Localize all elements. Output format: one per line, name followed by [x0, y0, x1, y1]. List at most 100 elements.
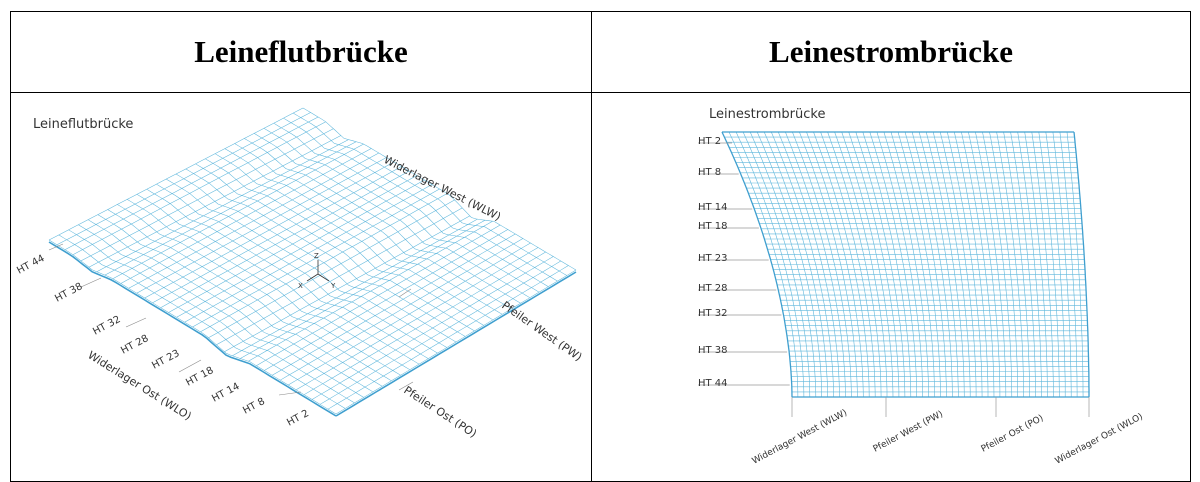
mesh-line: [792, 131, 852, 398]
mesh-line: [975, 131, 1007, 397]
mesh-line: [200, 193, 448, 333]
mesh-line: [904, 131, 947, 397]
mesh-line: [918, 131, 959, 397]
mesh-line: [897, 131, 941, 398]
mesh-line: [335, 269, 577, 415]
mesh-line: [961, 131, 995, 398]
mesh-line: [855, 131, 906, 398]
mesh-line: [248, 220, 493, 362]
mesh-line: [1059, 131, 1078, 397]
mesh-line: [303, 251, 546, 395]
mesh-line: [176, 179, 425, 318]
mesh-line: [1066, 131, 1084, 398]
ht-label: HT 38: [698, 345, 728, 356]
mesh-line: [160, 170, 410, 308]
mesh-line: [982, 131, 1013, 398]
header-divider: [11, 92, 1190, 93]
label-pfeiler-west: Pfeiler West (PW): [499, 299, 584, 364]
mesh-line: [192, 188, 440, 328]
mesh-line: [240, 219, 486, 359]
mesh-line: [128, 152, 379, 289]
bottom-ticks: [791, 397, 1090, 417]
mesh-line: [112, 143, 364, 279]
mesh-line: [120, 148, 372, 284]
mesh-line: [1052, 131, 1072, 397]
mesh-line: [56, 112, 311, 246]
column-divider: [591, 12, 592, 481]
mesh-line: [756, 131, 822, 398]
mesh-line: [954, 131, 989, 397]
mesh-line: [311, 256, 554, 400]
left-surface-mesh: [48, 107, 577, 417]
mesh-line: [335, 271, 577, 417]
mesh-line: [272, 233, 516, 376]
mesh-line: [1003, 131, 1030, 397]
mesh-line: [1038, 131, 1060, 397]
mesh-line: [64, 116, 319, 250]
mesh-line: [264, 229, 508, 371]
mesh-line: [48, 107, 304, 241]
mesh-line: [778, 131, 840, 398]
ht-label: HT 8: [241, 396, 267, 417]
ht-label: HT 32: [91, 314, 122, 338]
mesh-line: [295, 247, 539, 391]
mesh-line: [911, 131, 953, 398]
mesh-line: [939, 131, 977, 397]
mesh-line: [890, 131, 935, 398]
mesh-line: [996, 131, 1024, 398]
mesh-line: [932, 131, 971, 397]
bottom-label-widerlager-ost: Widerlager Ost (WLO): [1054, 412, 1145, 467]
mesh-line: [80, 128, 334, 262]
ht-label: HT 32: [698, 308, 728, 319]
mesh-line: [168, 175, 417, 313]
mesh-line: [735, 131, 805, 398]
mesh-line: [799, 131, 858, 397]
header-leineflutbruecke: Leineflutbrücke: [194, 34, 408, 69]
mesh-line: [96, 139, 349, 272]
mesh-line: [742, 131, 811, 398]
mesh-line: [256, 224, 501, 366]
ht-label: HT 23: [698, 253, 728, 264]
mesh-line: [763, 131, 828, 397]
ht-label: HT 2: [285, 408, 311, 429]
ht-label: HT 2: [698, 136, 721, 147]
mesh-line: [327, 265, 569, 410]
bottom-label-pfeiler-west: Pfeiler West (PW): [872, 409, 945, 454]
mesh-line: [216, 207, 463, 346]
mesh-line: [104, 141, 357, 276]
mesh-line: [785, 131, 846, 398]
mesh-line: [848, 131, 900, 397]
mesh-line: [48, 241, 337, 417]
axis-z-label: Z: [314, 252, 319, 260]
ht-label: HT 8: [698, 167, 721, 178]
label-pfeiler-ost: Pfeiler Ost (PO): [401, 384, 479, 441]
mesh-line: [1031, 131, 1054, 398]
mesh-line: [288, 242, 531, 386]
mesh-line: [728, 131, 799, 398]
mesh-line: [820, 131, 876, 398]
right-ht-lines: [698, 142, 790, 386]
ht-label: HT 18: [184, 365, 215, 389]
right-plan-mesh: [721, 131, 1090, 398]
mesh-line: [1010, 131, 1036, 397]
axis-triad: [306, 260, 330, 282]
right-figure-title: Leinestrombrücke: [709, 107, 825, 122]
ht-label: HT 18: [698, 221, 728, 232]
mesh-line: [869, 131, 917, 397]
mesh-line: [1024, 131, 1048, 397]
mesh-line: [771, 131, 834, 398]
mesh-line: [88, 135, 342, 268]
mesh-line: [989, 131, 1018, 397]
mesh-line: [144, 161, 395, 299]
mesh-line: [1017, 131, 1042, 398]
leinestrombruecke-mesh-figure: Leinestrombrücke HT 2 HT 8 HT 14 HT 18 H…: [698, 107, 1145, 467]
mesh-line: [749, 131, 817, 398]
mesh-line: [152, 166, 402, 304]
mesh-line: [925, 131, 965, 398]
label-widerlager-west: Widerlager West (WLW): [382, 153, 503, 223]
mesh-line: [232, 218, 478, 356]
header-leinestrombruecke: Leinestrombrücke: [769, 34, 1013, 69]
mesh-line: [1045, 131, 1066, 397]
mesh-line: [224, 215, 470, 352]
mesh-line: [827, 131, 882, 398]
